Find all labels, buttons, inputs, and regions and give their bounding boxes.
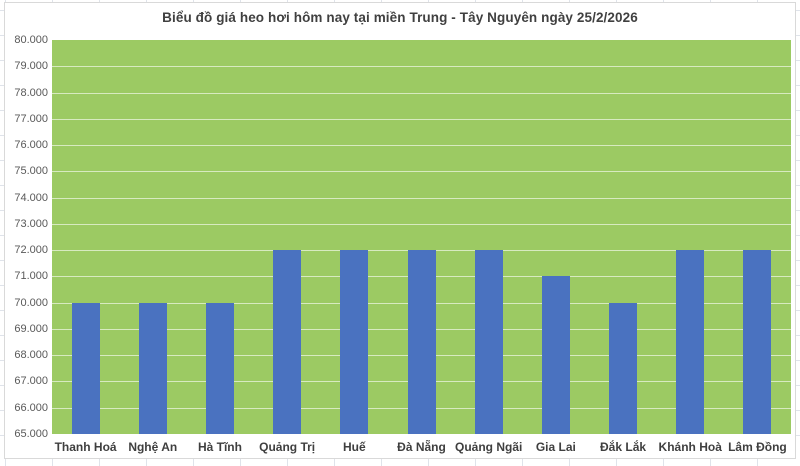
bar-Đắk Lắk[interactable] xyxy=(609,302,638,434)
y-tick-label: 80.000 xyxy=(14,34,48,46)
bar-chart: Biểu đồ giá heo hơi hôm nay tại miền Tru… xyxy=(4,2,796,459)
bar-Nghệ An[interactable] xyxy=(138,302,167,434)
y-tick-label: 76.000 xyxy=(14,139,48,152)
bar-Quảng Ngãi[interactable] xyxy=(474,250,503,434)
x-tick-label: Đắk Lắk xyxy=(600,440,647,454)
y-tick-label: 74.000 xyxy=(14,191,48,204)
major-gridline xyxy=(52,145,791,147)
plot-area xyxy=(52,40,791,434)
y-tick-label: 75.000 xyxy=(14,165,48,178)
x-tick-label: Nghệ An xyxy=(128,440,178,454)
x-tick-label: Đà Nẵng xyxy=(397,440,446,454)
major-gridline xyxy=(52,92,791,94)
y-tick-label: 66.000 xyxy=(14,401,48,414)
y-tick-label: 65.000 xyxy=(14,428,48,440)
y-tick-label: 67.000 xyxy=(14,375,48,388)
y-tick-label: 72.000 xyxy=(14,244,48,257)
major-gridline xyxy=(52,197,791,199)
chart-title: Biểu đồ giá heo hơi hôm nay tại miền Tru… xyxy=(162,10,638,25)
y-tick-label: 73.000 xyxy=(14,217,48,230)
major-gridline xyxy=(52,66,791,68)
y-tick-label: 71.000 xyxy=(14,270,48,283)
x-tick-label: Quảng Ngãi xyxy=(455,440,523,454)
bar-Hà Tĩnh[interactable] xyxy=(205,302,234,434)
major-gridline xyxy=(52,171,791,173)
major-gridline xyxy=(52,118,791,120)
y-tick-label: 70.000 xyxy=(14,296,48,309)
x-tick-label: Thanh Hoá xyxy=(54,440,117,454)
y-tick-label: 79.000 xyxy=(14,60,48,73)
y-tick-label: 69.000 xyxy=(14,322,48,335)
bar-Lâm Đồng[interactable] xyxy=(743,250,772,434)
bar-Huế[interactable] xyxy=(340,250,369,434)
x-tick-label: Hà Tĩnh xyxy=(197,440,242,454)
bar-Đà Nẵng[interactable] xyxy=(407,250,436,434)
x-tick-label: Huế xyxy=(342,440,366,454)
bar-Khánh Hoà[interactable] xyxy=(676,250,705,434)
major-gridline xyxy=(52,223,791,225)
y-tick-label: 78.000 xyxy=(14,86,48,99)
x-tick-label: Quảng Trị xyxy=(259,440,316,454)
bar-Thanh Hoá[interactable] xyxy=(71,302,100,434)
x-tick-label: Gia Lai xyxy=(535,440,576,454)
x-tick-label: Khánh Hoà xyxy=(658,440,722,454)
bar-Gia Lai[interactable] xyxy=(541,276,570,434)
y-tick-label: 68.000 xyxy=(14,349,48,362)
bar-Quảng Trị[interactable] xyxy=(273,250,302,434)
x-tick-label: Lâm Đồng xyxy=(728,440,787,454)
y-tick-label: 77.000 xyxy=(14,112,48,125)
